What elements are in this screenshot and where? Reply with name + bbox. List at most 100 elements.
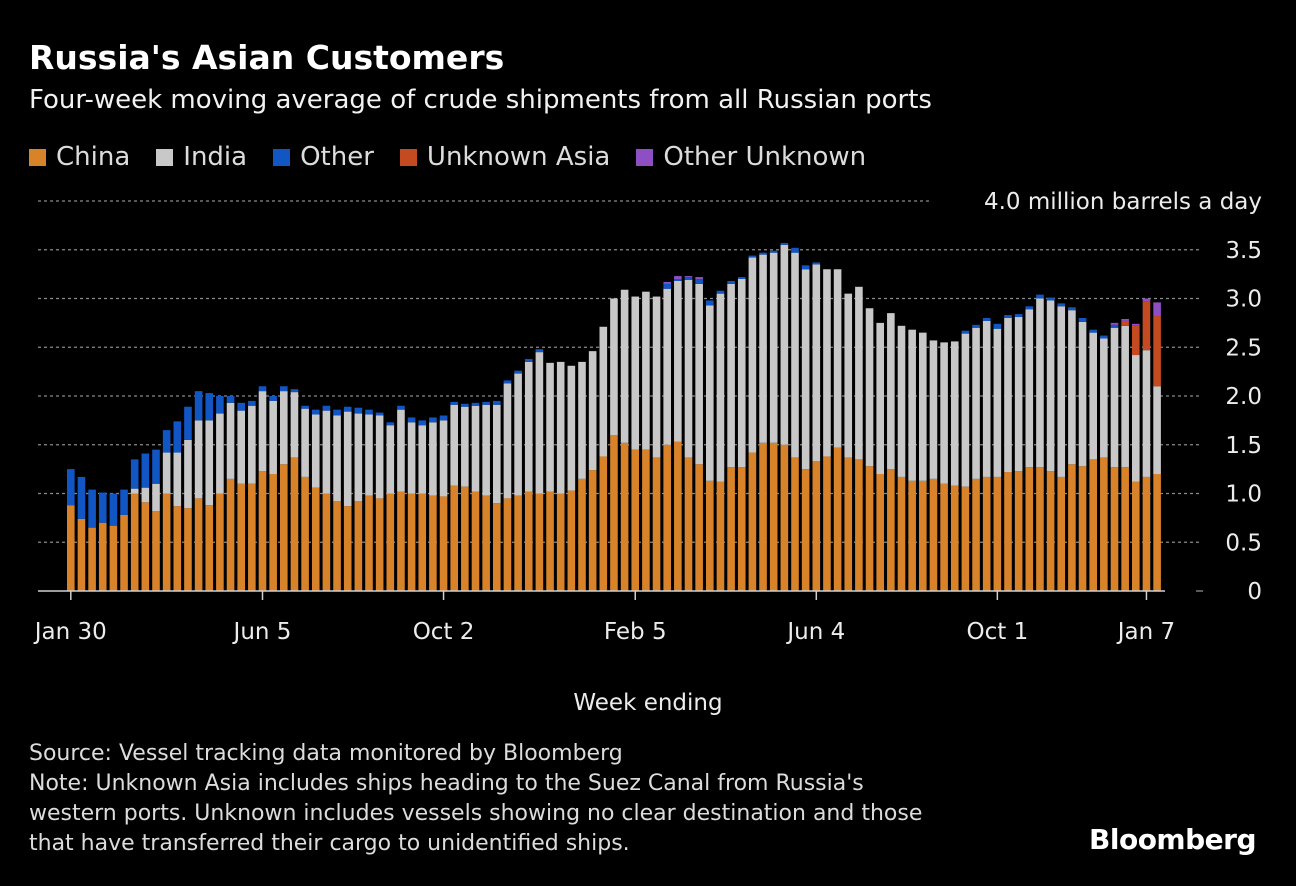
bar-segment-other xyxy=(88,489,96,528)
bar-segment-china xyxy=(823,456,831,591)
bar-segment-china xyxy=(1004,472,1012,591)
bar-segment-china xyxy=(556,493,565,591)
bar-segment-other xyxy=(1057,303,1066,307)
bar-segment-other xyxy=(237,402,245,411)
bar-segment-india xyxy=(493,404,501,504)
bar-segment-china xyxy=(578,478,586,592)
bar-segment-china xyxy=(162,493,171,591)
bar-segment-india xyxy=(1089,332,1097,460)
bar-segment-other xyxy=(1068,307,1076,311)
legend-swatch-other-unknown xyxy=(636,148,654,166)
x-axis: Jan 30 Jun 5 Oct 2 Feb 5 Jun 4 Oct 1 Jan 7 xyxy=(33,590,1175,645)
bar-segment-other xyxy=(1089,329,1097,333)
legend-swatch-other xyxy=(273,148,291,166)
bar-segment-china xyxy=(439,496,448,591)
bar-segment-other xyxy=(716,290,725,294)
bar-segment-china xyxy=(801,469,810,592)
bar-segment-other-unknown xyxy=(684,276,693,278)
bar-segment-india xyxy=(322,410,331,494)
bar-segment-china xyxy=(141,502,150,591)
bar-segment-other xyxy=(972,324,980,328)
bar-segment-other xyxy=(226,396,235,403)
bar-segment-other xyxy=(397,405,405,410)
bar-segment-china xyxy=(418,493,427,591)
bar-segment-other xyxy=(982,318,991,321)
bar-segment-china xyxy=(120,514,128,591)
bar-segment-other xyxy=(684,277,693,280)
bar-segment-india xyxy=(567,365,576,491)
bar-segment-india xyxy=(194,420,203,499)
bar-segment-china xyxy=(226,478,235,592)
bar-segment-china xyxy=(610,435,618,591)
bar-segment-other xyxy=(184,406,192,440)
bar-segment-china xyxy=(865,466,874,591)
bar-segment-other xyxy=(120,489,128,515)
bar-segment-china xyxy=(769,442,778,591)
bar-segment-india xyxy=(823,269,831,457)
x-tick-label: Jan 30 xyxy=(33,619,107,645)
bar-segment-china xyxy=(642,449,650,592)
bar-segment-other xyxy=(737,277,746,279)
bar-segment-china xyxy=(503,498,512,592)
bar-segment-other xyxy=(1025,306,1034,310)
legend-label-unknown-asia: Unknown Asia xyxy=(426,142,611,172)
bar-segment-china xyxy=(407,493,416,591)
bar-segment-other xyxy=(801,265,810,270)
bar-segment-china xyxy=(216,493,224,591)
bar-segment-india xyxy=(365,414,373,496)
bar-segment-china xyxy=(982,476,991,591)
bar-segment-china xyxy=(780,444,789,591)
bar-segment-india xyxy=(1004,318,1012,473)
bar-segment-other xyxy=(961,330,970,334)
bar-segment-india xyxy=(471,405,480,492)
legend-swatch-unknown-asia xyxy=(399,148,417,166)
bar-segment-china xyxy=(109,525,118,591)
bar-segment-china xyxy=(759,442,767,591)
legend-swatch-india xyxy=(156,148,174,166)
x-tick-label: Jun 5 xyxy=(232,619,292,645)
bar-segment-china xyxy=(311,487,320,591)
bar-segment-india xyxy=(940,342,948,484)
bar-segment-other xyxy=(418,420,427,426)
bar-segment-india xyxy=(280,391,288,465)
bar-segment-india xyxy=(1025,309,1034,468)
chart-title: Russia's Asian Customers xyxy=(29,38,505,77)
bar-segment-china xyxy=(674,441,682,591)
bar-segment-china xyxy=(333,501,341,591)
bar-segment-china xyxy=(684,457,693,591)
bar-segment-china xyxy=(461,486,469,591)
bar-segment-india xyxy=(833,269,842,448)
bar-segment-india xyxy=(311,414,320,488)
bar-segment-other xyxy=(77,476,86,519)
bar-segment-other-unknown xyxy=(1142,298,1151,302)
bar-segment-other xyxy=(461,403,469,407)
legend: China India Other Unknown Asia Other Unk… xyxy=(29,142,866,172)
bar-segment-other xyxy=(354,407,363,414)
bar-segment-india xyxy=(663,288,671,445)
bar-segment-india xyxy=(727,283,735,468)
bar-segment-other-unknown xyxy=(1153,302,1161,317)
bar-segment-india xyxy=(950,341,959,486)
bar-segment-china xyxy=(791,457,799,591)
bar-segment-other xyxy=(695,279,703,284)
bar-segment-china xyxy=(1036,467,1044,591)
bar-segment-china xyxy=(588,470,597,591)
bar-segment-other-unknown xyxy=(1121,318,1129,321)
bar-segment-india xyxy=(855,286,863,460)
bar-segment-other xyxy=(503,380,512,384)
bar-segment-china xyxy=(1025,467,1034,591)
bar-segment-china xyxy=(929,478,938,592)
bar-segment-other xyxy=(130,459,139,489)
bar-segment-india xyxy=(407,422,416,494)
bar-segment-india xyxy=(503,383,512,499)
bar-segment-india xyxy=(1121,325,1129,468)
bar-segment-india xyxy=(375,415,384,499)
bar-segment-china xyxy=(1046,471,1055,591)
bar-segment-china xyxy=(173,506,182,591)
chart-subtitle: Four-week moving average of crude shipme… xyxy=(29,85,932,115)
bar-segment-india xyxy=(961,333,970,487)
bar-segment-china xyxy=(663,444,671,591)
bar-segment-other xyxy=(162,430,171,453)
bar-segment-india xyxy=(876,322,884,475)
bar-segment-china xyxy=(493,503,501,591)
